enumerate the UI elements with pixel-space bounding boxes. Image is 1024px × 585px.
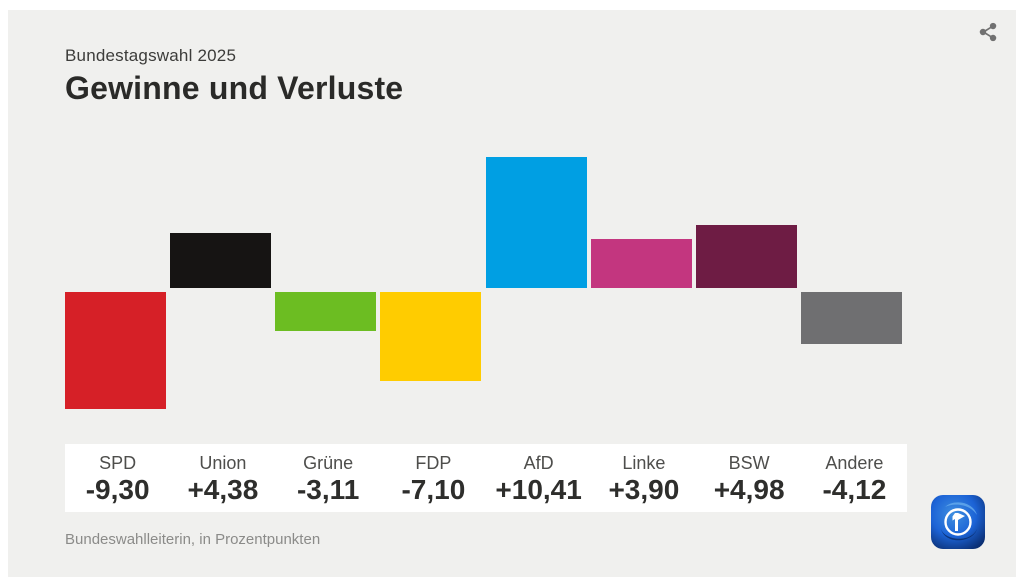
label-cell-union: Union +4,38 [170,444,275,512]
label-cell-afd: AfD +10,41 [486,444,591,512]
party-name: Grüne [303,452,354,473]
chart-label-band: SPD -9,30 Union +4,38 Grüne -3,11 FDP -7,10 AfD +… [65,444,907,512]
bar-linke [590,238,692,288]
label-cell-linke: Linke +3,90 [591,444,696,512]
share-button[interactable] [974,18,1002,46]
party-value: +10,41 [495,474,582,506]
party-name: Linke [622,452,666,473]
label-cell-spd: SPD -9,30 [65,444,170,512]
party-name: Andere [825,452,884,473]
bar-fdp [380,292,482,382]
bar-chart [8,10,1016,450]
party-value: -7,10 [401,474,466,506]
party-value: +4,38 [187,474,259,506]
party-value: +3,90 [608,474,680,506]
bar-afd [485,157,587,288]
bar-bsw [695,225,797,288]
bar-grne [275,292,377,332]
chart-card: Bundestagswahl 2025 Gewinne und Verluste… [8,10,1016,577]
label-cell-andere: Andere -4,12 [802,444,907,512]
label-cell-bsw: BSW +4,98 [697,444,802,512]
source-note: Bundeswahlleiterin, in Prozentpunkten [65,531,321,548]
bar-union [170,232,272,288]
chart-subtitle: Bundestagswahl 2025 [65,46,237,65]
party-value: -3,11 [296,474,360,506]
party-name: Union [199,452,247,473]
bar-spd [65,292,166,409]
bar-andere [800,292,902,344]
label-cell-fdp: FDP -7,10 [381,444,486,512]
party-value: +4,98 [713,474,785,506]
label-cell-grne: Grüne -3,11 [276,444,381,512]
party-value: -4,12 [822,474,887,506]
party-name: SPD [99,452,137,473]
party-name: BSW [728,452,770,473]
share-icon [977,21,999,43]
party-value: -9,30 [85,474,150,506]
page-title: Gewinne und Verluste [65,70,404,106]
party-name: FDP [415,452,452,473]
party-name: AfD [523,452,554,473]
ard-tagesschau-logo [931,495,985,549]
